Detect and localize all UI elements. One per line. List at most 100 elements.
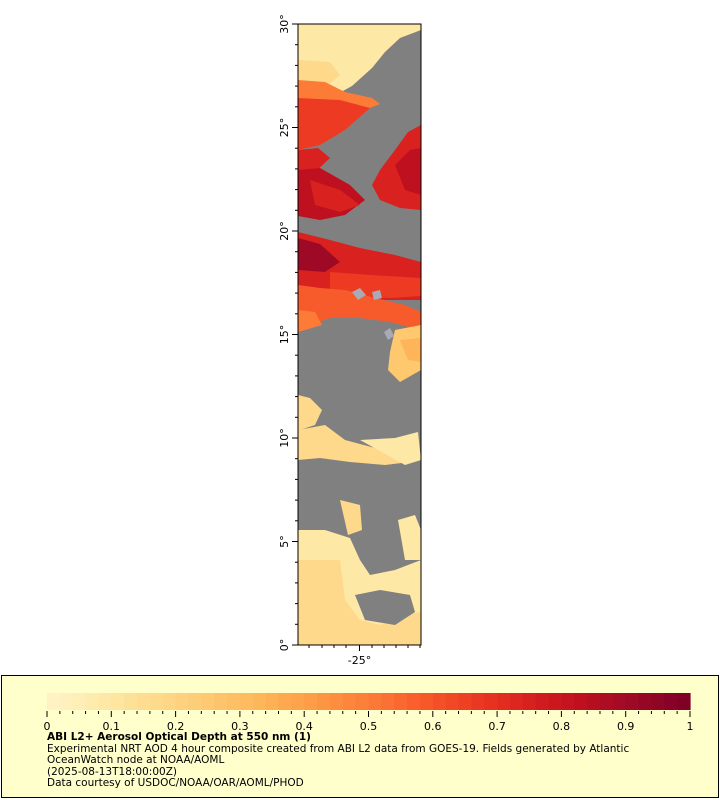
colorbar-tick-label: 0.3	[231, 720, 249, 733]
colorbar-swatch	[445, 693, 460, 710]
colorbar-swatch	[664, 693, 678, 710]
colorbar-swatch	[509, 693, 524, 710]
colorbar-swatch	[548, 693, 562, 710]
caption-line-2: OceanWatch node at NOAA/AOML	[47, 754, 225, 767]
colorbar-swatch	[561, 693, 575, 710]
colorbar-swatch	[175, 693, 190, 710]
colorbar-swatch	[124, 693, 138, 710]
lon-tick-label: -25°	[348, 654, 371, 667]
colorbar-tick-label: 0.2	[167, 720, 185, 733]
colorbar-swatch	[304, 693, 318, 710]
island	[384, 328, 394, 340]
colorbar-swatch	[291, 693, 305, 710]
colorbar-tick-label: 0.5	[360, 720, 378, 733]
caption-line-1: Experimental NRT AOD 4 hour composite cr…	[47, 742, 630, 755]
aerosol-plume-low-5n-b	[398, 515, 421, 560]
colorbar-swatch	[214, 693, 228, 710]
lat-tick-label: 15°	[278, 325, 291, 345]
colorbar-swatch	[342, 693, 357, 710]
legend-panel: 0 0.1 0.2 0.3 0.4 0.5 0.6 0.7 0.8 0.9 1	[1, 675, 719, 798]
colorbar-swatch	[278, 693, 292, 710]
island	[352, 288, 366, 300]
colorbar-swatch	[329, 693, 344, 710]
colorbar-swatch	[471, 693, 485, 710]
lat-tick-label: 20°	[278, 221, 291, 241]
aerosol-plume-east-core	[395, 148, 421, 195]
colorbar-swatch	[111, 693, 125, 710]
colorbar-swatch	[188, 693, 202, 710]
colorbar-swatch	[574, 693, 588, 710]
aerosol-plume-mid-b	[310, 180, 360, 212]
colorbar-swatch	[599, 693, 614, 710]
colorbar-tick-label: 1	[687, 720, 694, 733]
colorbar-tick-label: 0.7	[488, 720, 506, 733]
colorbar-swatch	[612, 693, 627, 710]
island	[372, 290, 382, 300]
colorbar-tick-label: 0.6	[424, 720, 442, 733]
aerosol-plume-low-10n	[298, 425, 415, 465]
colorbar-swatch	[85, 693, 100, 710]
colorbar-swatch	[497, 693, 511, 710]
colorbar	[47, 693, 691, 710]
colorbar-swatch	[201, 693, 215, 710]
aerosol-plume-south-band-b	[330, 272, 421, 298]
colorbar-swatch	[638, 693, 653, 710]
colorbar-tick-label: 0.8	[553, 720, 571, 733]
map-axes: 30° 25° 20° 15° 10° 5° 0° -25°	[278, 14, 421, 667]
colorbar-swatch	[47, 693, 61, 710]
map-panel: 30° 25° 20° 15° 10° 5° 0° -25°	[278, 14, 422, 667]
caption: ABI L2+ Aerosol Optical Depth at 550 nm …	[47, 731, 707, 790]
colorbar-ticks: 0 0.1 0.2 0.3 0.4 0.5 0.6 0.7 0.8 0.9 1	[44, 711, 694, 733]
colorbar-swatch	[137, 693, 151, 710]
colorbar-swatch	[458, 693, 472, 710]
lat-tick-label: 5°	[278, 535, 291, 548]
colorbar-swatch	[535, 693, 550, 710]
colorbar-swatch	[72, 693, 87, 710]
caption-line-4: Data courtesy of USDOC/NOAA/OAR/AOML/PHO…	[47, 777, 304, 790]
colorbar-tick-label: 0	[44, 720, 51, 733]
colorbar-tick-label: 0.9	[617, 720, 635, 733]
map-plot-area	[298, 24, 421, 645]
color-scale: 0 0.1 0.2 0.3 0.4 0.5 0.6 0.7 0.8 0.9 1	[44, 693, 694, 733]
colorbar-swatch	[407, 693, 421, 710]
colorbar-swatch	[394, 693, 408, 710]
colorbar-tick-label: 0.4	[295, 720, 313, 733]
lat-tick-label: 0°	[278, 639, 291, 652]
lat-tick-label: 30°	[278, 14, 291, 34]
colorbar-swatch	[149, 693, 164, 710]
caption-line-3: (2025-08-13T18:00:00Z)	[47, 765, 177, 778]
aod-map: 30° 25° 20° 15° 10° 5° 0° -25°	[278, 14, 422, 667]
colorbar-swatch	[432, 693, 447, 710]
aerosol-plume-low-10n-b	[360, 432, 421, 465]
no-data-patch-south	[355, 590, 415, 625]
colorbar-swatch	[587, 693, 601, 710]
colorbar-swatch	[368, 693, 382, 710]
colorbar-swatch	[265, 693, 280, 710]
aerosol-plume-red-north	[298, 98, 370, 150]
colorbar-swatch	[162, 693, 177, 710]
colorbar-swatch	[625, 693, 640, 710]
colorbar-swatch	[355, 693, 370, 710]
colorbar-swatch	[522, 693, 537, 710]
colorbar-swatch	[59, 693, 74, 710]
legend-title: ABI L2+ Aerosol Optical Depth at 550 nm …	[47, 731, 311, 743]
colorbar-swatch	[317, 693, 331, 710]
lat-tick-label: 25°	[278, 118, 291, 138]
colorbar-swatch	[98, 693, 112, 710]
colorbar-swatch	[227, 693, 241, 710]
colorbar-swatch	[677, 693, 691, 710]
colorbar-swatch	[484, 693, 498, 710]
aerosol-plume-low-west	[298, 395, 322, 430]
colorbar-swatch	[651, 693, 665, 710]
aerosol-plume-east-low-b	[400, 338, 421, 362]
aerosol-plume-orange-south-b	[298, 310, 322, 332]
colorbar-swatch	[239, 693, 254, 710]
colorbar-swatch	[252, 693, 267, 710]
colorbar-swatch	[419, 693, 434, 710]
lat-tick-label: 10°	[278, 428, 291, 448]
aerosol-plume-south-core	[298, 238, 340, 272]
aerosol-plume-low-5n	[340, 500, 362, 535]
colorbar-tick-label: 0.1	[103, 720, 121, 733]
aerosol-plume-orange-south	[298, 285, 421, 330]
colorbar-swatch	[381, 693, 395, 710]
